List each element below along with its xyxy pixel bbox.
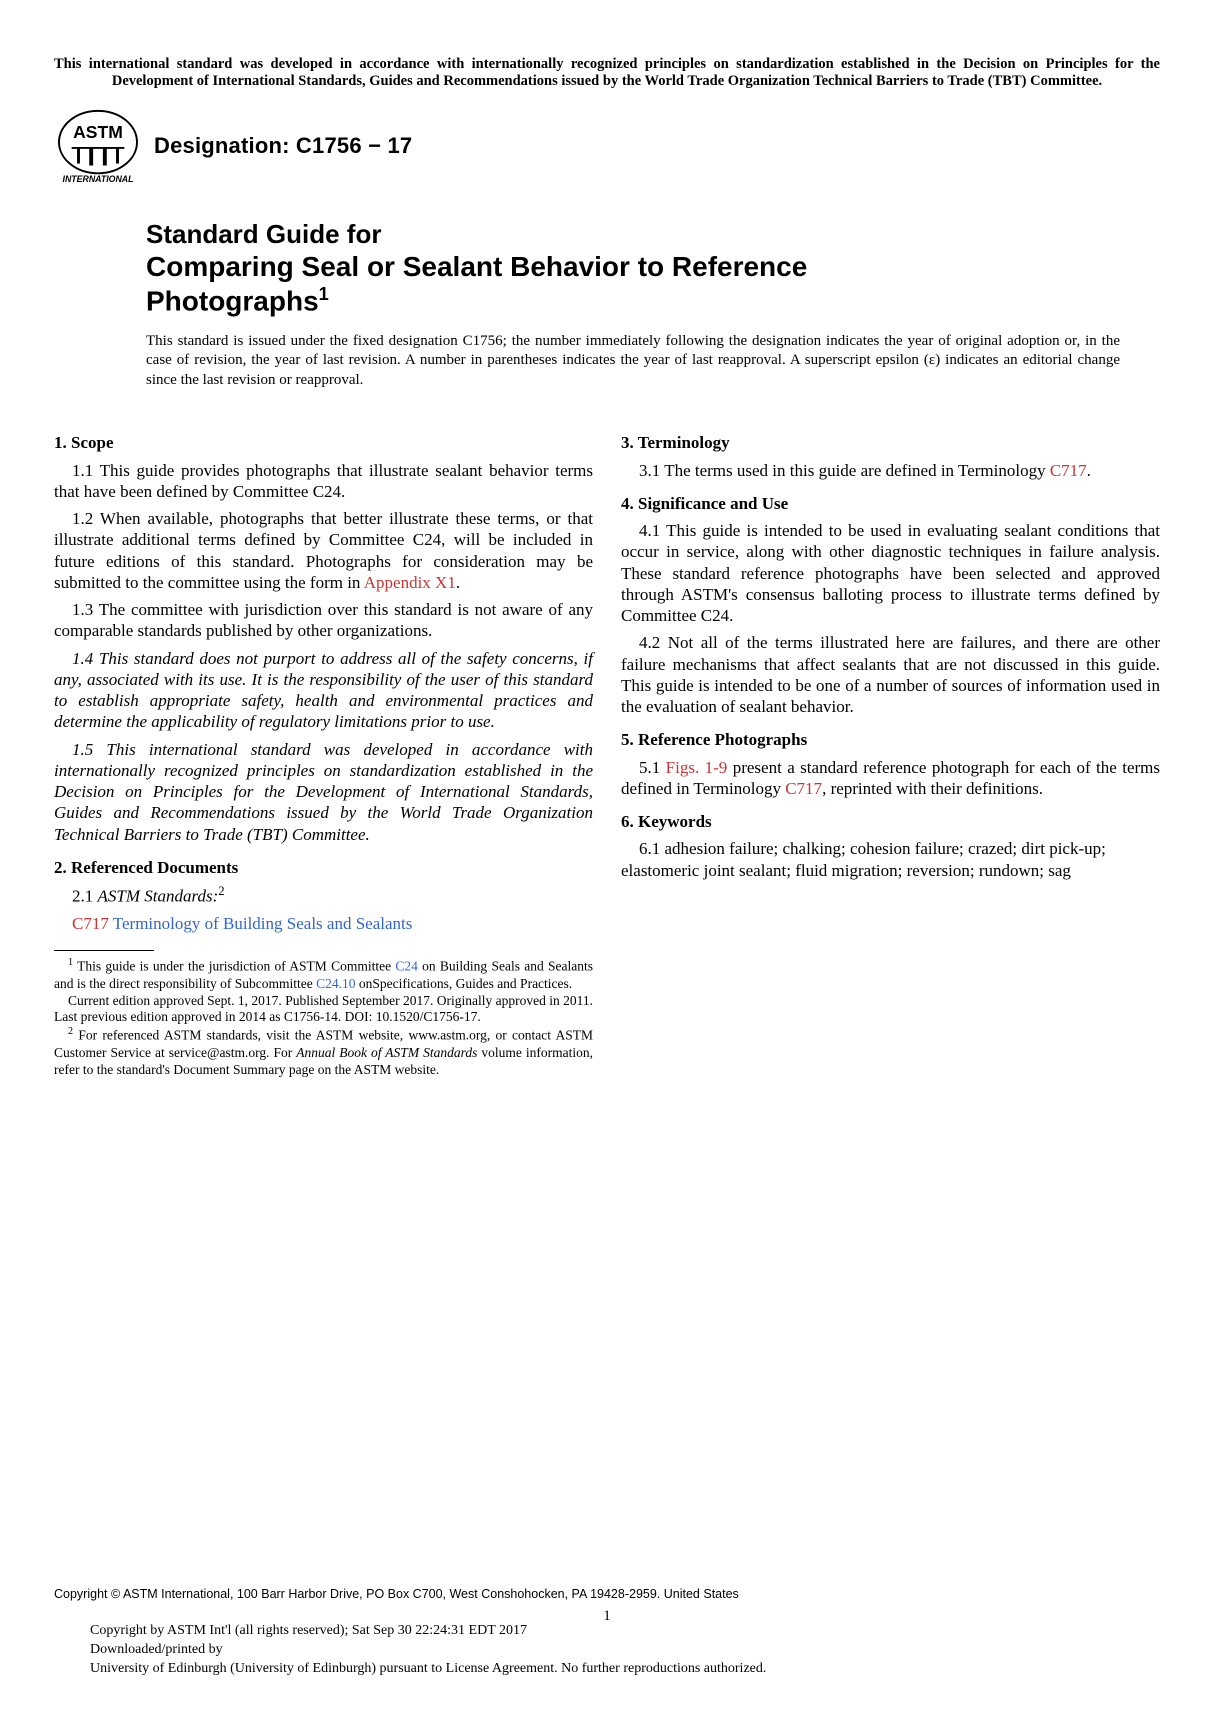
terminology-heading: 3. Terminology [621, 432, 1160, 453]
scope-1-2-c: . [456, 573, 460, 592]
keywords-heading: 6. Keywords [621, 811, 1160, 832]
scope-1-3: 1.3 The committee with jurisdiction over… [54, 599, 593, 642]
title-part-a: Comparing Seal or Sealant Behavior to Re… [146, 251, 807, 282]
scope-1-5-text: 1.5 This international standard was deve… [54, 740, 593, 844]
significance-4-2: 4.2 Not all of the terms illustrated her… [621, 632, 1160, 717]
fn1-a: This guide is under the jurisdiction of … [73, 959, 395, 974]
page: This international standard was develope… [0, 0, 1214, 1719]
terminology-3-1: 3.1 The terms used in this guide are def… [621, 460, 1160, 481]
refdocs-2-1: 2.1 ASTM Standards:2 [54, 884, 593, 907]
c717-code[interactable]: C717 [72, 914, 109, 933]
page-footer: Copyright by ASTM Int'l (all rights rese… [90, 1622, 1160, 1679]
scope-1-4: 1.4 This standard does not purport to ad… [54, 648, 593, 733]
footnote-2: 2 For referenced ASTM standards, visit t… [54, 1026, 593, 1078]
title-main: Comparing Seal or Sealant Behavior to Re… [146, 250, 1160, 318]
designation-row: ASTM INTERNATIONAL Designation: C1756 − … [54, 107, 1160, 185]
fn2-b: Annual Book of ASTM Standards [296, 1045, 477, 1060]
refdocs-footref: 2 [218, 884, 224, 898]
designation-label: Designation: C1756 − 17 [154, 133, 412, 159]
significance-heading: 4. Significance and Use [621, 493, 1160, 514]
footnote-1b: Current edition approved Sept. 1, 2017. … [54, 993, 593, 1027]
title-prefix: Standard Guide for [146, 219, 1160, 250]
rp-a: 5.1 [639, 758, 666, 777]
right-column: 3. Terminology 3.1 The terms used in thi… [621, 420, 1160, 1078]
fn1-link-c2410[interactable]: C24.10 [316, 976, 355, 991]
header-compliance-note: This international standard was develope… [54, 56, 1160, 89]
c717-title-link[interactable]: Terminology of Building Seals and Sealan… [109, 914, 413, 933]
refphotos-5-1: 5.1 Figs. 1-9 present a standard referen… [621, 757, 1160, 800]
footer-line-3: University of Edinburgh (University of E… [90, 1660, 1160, 1679]
scope-1-4-text: 1.4 This standard does not purport to ad… [54, 649, 593, 732]
term-c717-link[interactable]: C717 [1050, 461, 1087, 480]
footnote-rule [54, 950, 154, 951]
scope-1-1: 1.1 This guide provides photographs that… [54, 460, 593, 503]
astm-logo-icon: ASTM INTERNATIONAL [54, 107, 142, 185]
svg-text:ASTM: ASTM [73, 123, 123, 143]
title-block: Standard Guide for Comparing Seal or Sea… [146, 219, 1160, 318]
term-3-1-c: . [1087, 461, 1091, 480]
scope-1-5: 1.5 This international standard was deve… [54, 739, 593, 845]
footer-line-2: Downloaded/printed by [90, 1641, 1160, 1660]
rp-c717-link[interactable]: C717 [785, 779, 822, 798]
appendix-link[interactable]: Appendix X1 [364, 573, 456, 592]
scope-heading: 1. Scope [54, 432, 593, 453]
refdocs-2-1-label: ASTM Standards: [98, 887, 219, 906]
title-footref: 1 [319, 284, 329, 304]
copyright-line: Copyright © ASTM International, 100 Barr… [54, 1587, 1160, 1601]
refdocs-2-1-num: 2.1 [72, 887, 98, 906]
refphotos-heading: 5. Reference Photographs [621, 729, 1160, 750]
keywords-6-1: 6.1 adhesion failure; chalking; cohesion… [621, 838, 1160, 881]
refdocs-heading: 2. Referenced Documents [54, 857, 593, 878]
scope-1-2-a: 1.2 When available, photographs that bet… [54, 509, 593, 592]
fn1-link-c24[interactable]: C24 [395, 959, 418, 974]
footnote-1: 1 This guide is under the jurisdiction o… [54, 957, 593, 992]
figs-link[interactable]: Figs. 1-9 [666, 758, 728, 777]
body-columns: 1. Scope 1.1 This guide provides photogr… [54, 420, 1160, 1078]
abstract-note: This standard is issued under the fixed … [146, 332, 1120, 391]
scope-1-2: 1.2 When available, photographs that bet… [54, 508, 593, 593]
refdocs-c717: C717 Terminology of Building Seals and S… [54, 913, 593, 934]
fn1-e: onSpecifications, Guides and Practices. [355, 976, 572, 991]
svg-text:INTERNATIONAL: INTERNATIONAL [63, 174, 134, 184]
left-column: 1. Scope 1.1 This guide provides photogr… [54, 420, 593, 1078]
footer-line-1: Copyright by ASTM Int'l (all rights rese… [90, 1622, 1160, 1641]
title-part-b: Photographs [146, 285, 319, 316]
rp-e: , reprinted with their definitions. [822, 779, 1043, 798]
term-3-1-a: 3.1 The terms used in this guide are def… [639, 461, 1050, 480]
significance-4-1: 4.1 This guide is intended to be used in… [621, 520, 1160, 626]
